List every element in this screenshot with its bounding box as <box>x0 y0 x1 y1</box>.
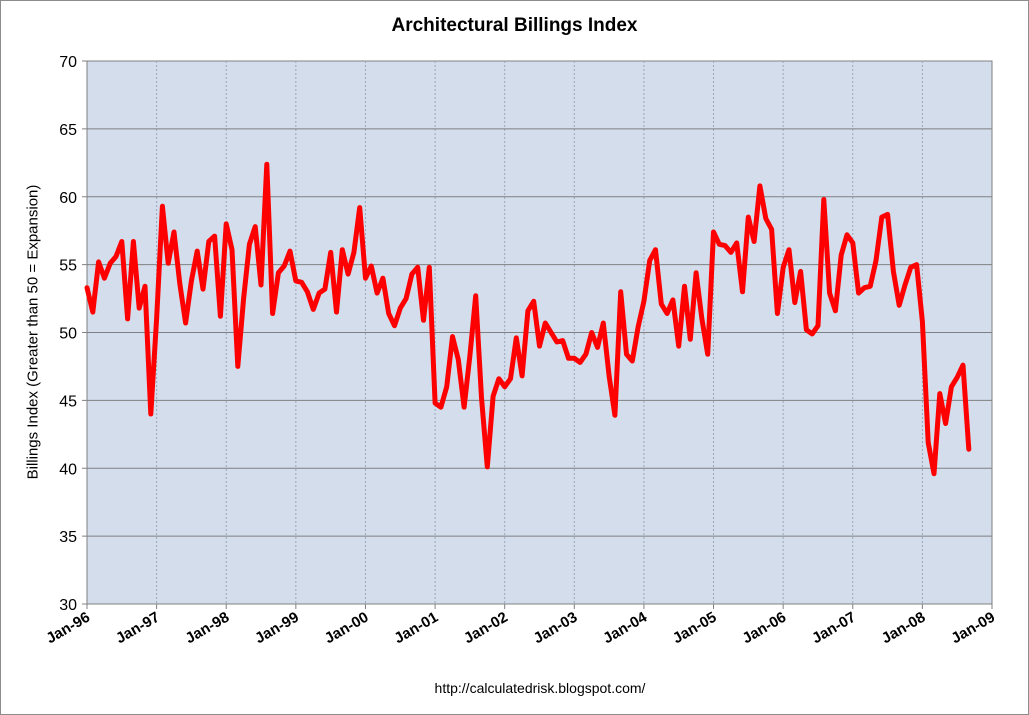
x-tick-label: Jan-98 <box>183 609 233 647</box>
y-tick-label: 30 <box>59 597 77 614</box>
x-tick-label: Jan-04 <box>600 608 650 647</box>
y-tick-label: 65 <box>59 122 77 139</box>
x-tick-label: Jan-00 <box>322 609 372 647</box>
y-tick-label: 40 <box>59 461 77 478</box>
y-tick-label: 50 <box>59 326 77 343</box>
x-tick-label: Jan-07 <box>809 609 859 647</box>
x-tick-label: Jan-02 <box>461 609 511 647</box>
chart-title: Architectural Billings Index <box>391 15 638 36</box>
source-url: http://calculatedrisk.blogspot.com/ <box>434 680 646 696</box>
y-tick-label: 55 <box>59 258 77 275</box>
y-tick-label: 60 <box>59 190 77 207</box>
x-tick-label: Jan-03 <box>531 609 581 647</box>
x-tick-label: Jan-05 <box>670 609 720 647</box>
y-tick-label: 70 <box>59 54 77 71</box>
y-tick-label: 35 <box>59 529 77 546</box>
x-tick-label: Jan-96 <box>43 609 93 647</box>
billings-index-line <box>84 161 972 477</box>
x-tick-label: Jan-97 <box>113 609 163 647</box>
x-tick-label: Jan-09 <box>948 609 998 647</box>
x-tick-label: Jan-99 <box>252 609 302 647</box>
x-tick-label: Jan-01 <box>391 609 441 647</box>
x-tick-label: Jan-08 <box>879 609 929 647</box>
x-tick-label: Jan-06 <box>739 609 789 647</box>
y-tick-label: 45 <box>59 393 77 410</box>
